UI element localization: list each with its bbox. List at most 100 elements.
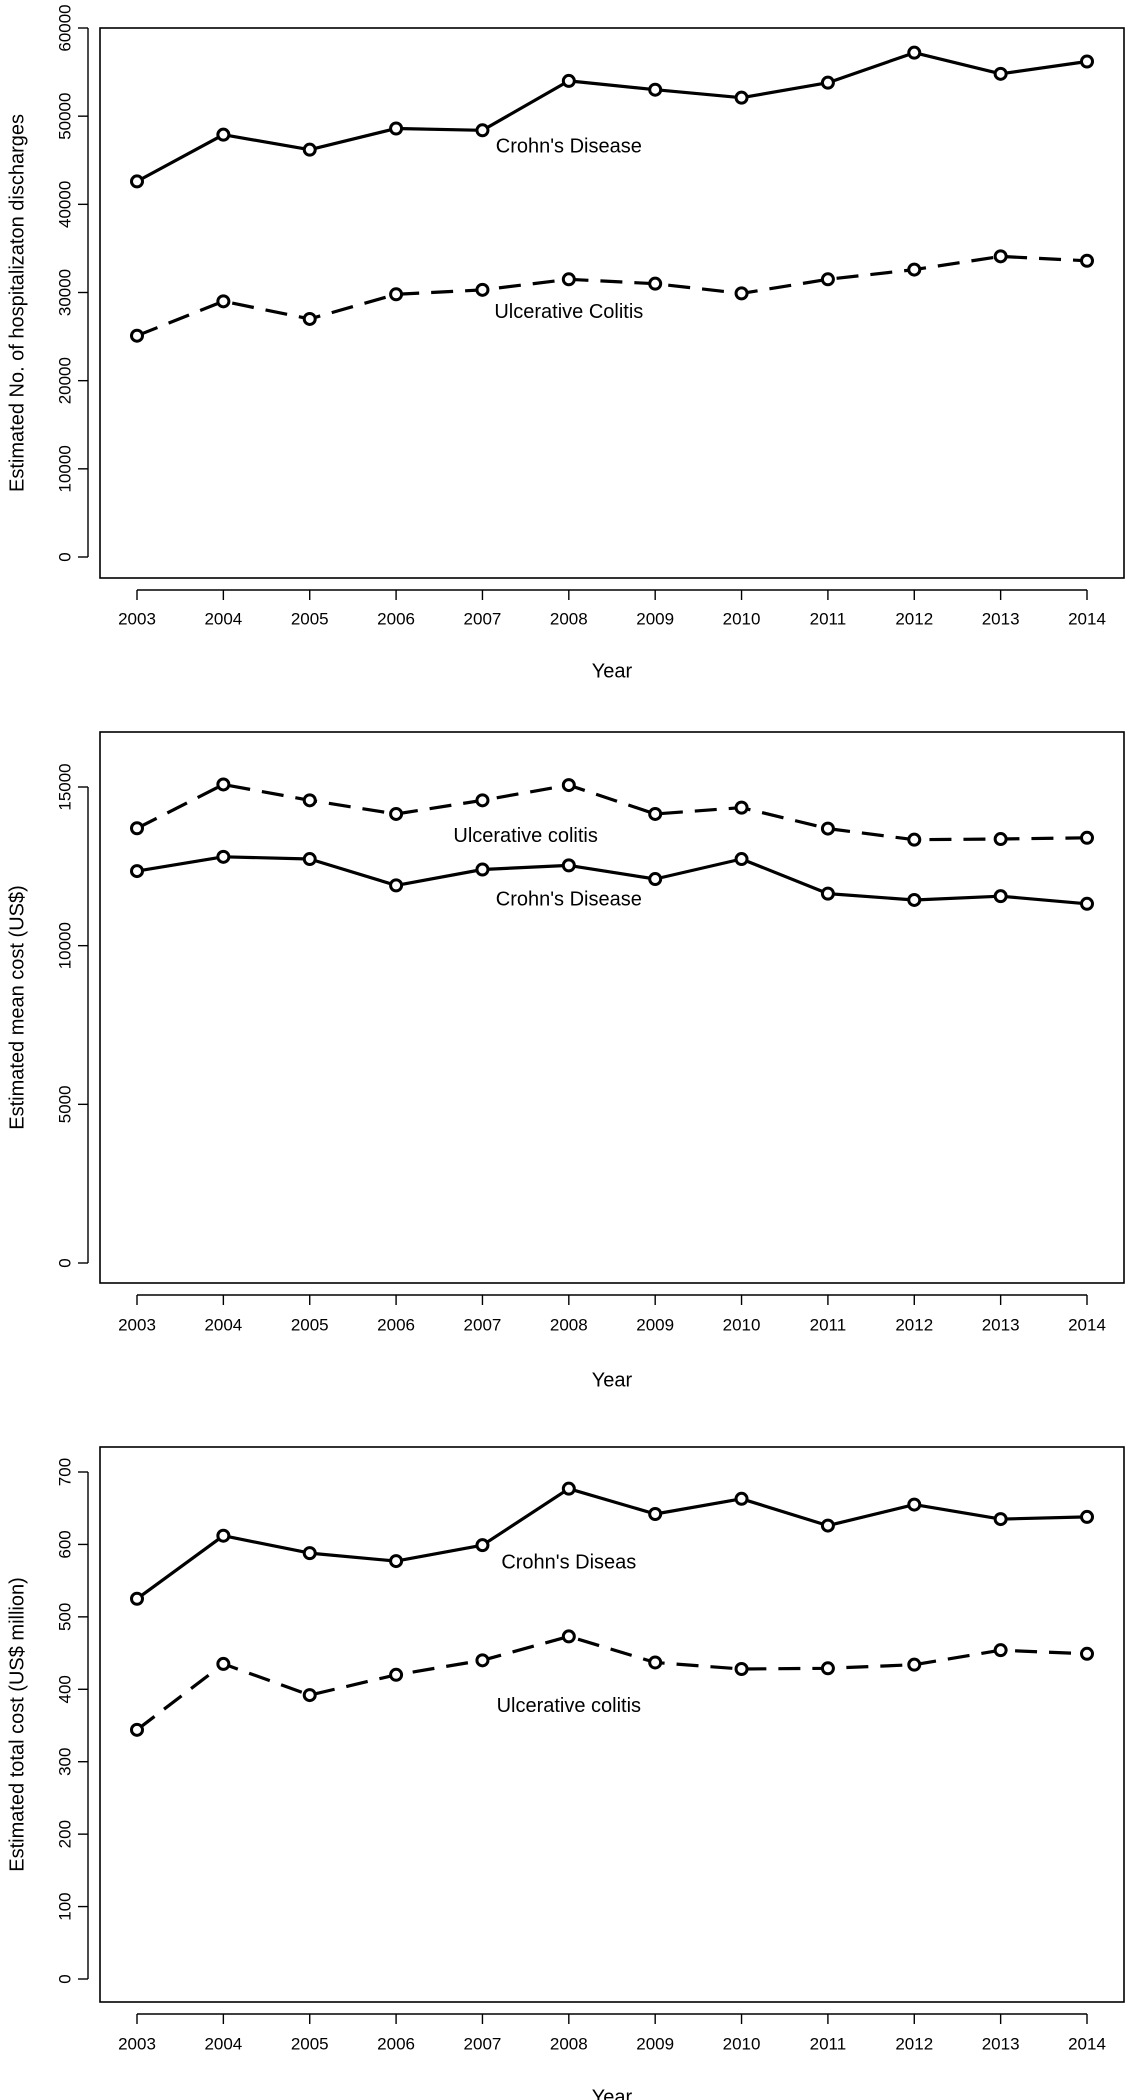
y-tick-label: 200 (55, 1820, 74, 1848)
series-dashed: Ulcerative Colitis (130, 249, 1094, 343)
series-solid: Crohn's Diseas (130, 1481, 1094, 1606)
data-point (1080, 1509, 1094, 1524)
x-tick-label: 2011 (810, 1315, 847, 1334)
data-point (734, 800, 749, 815)
data-point (820, 886, 835, 901)
series-line (136, 1634, 1088, 1732)
x-tick-label: 2013 (982, 1315, 1020, 1334)
data-point (820, 821, 835, 836)
data-point (993, 1643, 1008, 1658)
x-axis-title: Year (592, 660, 633, 682)
x-tick-label: 2010 (723, 2034, 761, 2053)
y-tick-label: 10000 (55, 445, 74, 492)
x-tick-label: 2008 (550, 1315, 588, 1334)
x-tick-label: 2005 (291, 609, 329, 628)
data-point (475, 862, 490, 877)
data-point (907, 1497, 922, 1512)
series-line (136, 782, 1088, 842)
data-point (907, 262, 922, 277)
x-tick-label: 2012 (895, 1315, 933, 1334)
series-line (136, 1487, 1088, 1601)
x-tick-label: 2005 (291, 2034, 329, 2053)
data-point (1080, 54, 1094, 69)
data-point (1080, 830, 1094, 845)
series-solid: Crohn's Disease (130, 849, 1094, 911)
data-point (302, 793, 317, 808)
plot-frame (99, 1446, 1125, 2003)
data-point (302, 852, 317, 867)
y-tick-label: 60000 (55, 4, 74, 51)
x-tick-label: 2012 (895, 609, 933, 628)
x-tick-label: 2009 (636, 609, 674, 628)
x-tick-label: 2003 (118, 609, 156, 628)
x-axis-title: Year (592, 2086, 633, 2100)
data-point (734, 286, 749, 301)
data-point (130, 864, 144, 879)
data-point (648, 276, 663, 291)
data-point (389, 287, 404, 302)
data-point (475, 282, 490, 297)
x-tick-label: 2014 (1068, 609, 1106, 628)
y-axis: 0 100 200 300 400 500 600 700 (55, 1458, 89, 1984)
x-tick-label: 2014 (1068, 1315, 1106, 1334)
data-point (130, 1591, 144, 1606)
data-point (130, 1722, 144, 1737)
x-tick-label: 2007 (464, 609, 502, 628)
data-point (820, 1661, 835, 1676)
data-point (648, 82, 663, 97)
series-label: Ulcerative colitis (453, 825, 597, 847)
x-tick-label: 2009 (636, 2034, 674, 2053)
plot-frame (99, 731, 1125, 1284)
data-point (475, 123, 490, 138)
x-tick-label: 2011 (810, 609, 847, 628)
x-axis: 2003 2004 2005 2006 2007 2008 2009 2010 2011 2012… (118, 1294, 1106, 1334)
data-point (130, 821, 144, 836)
y-tick-label: 40000 (55, 181, 74, 228)
y-axis-title: Estimated total cost (US$ million) (6, 1577, 28, 1872)
data-point (475, 1653, 490, 1668)
x-tick-label: 2009 (636, 1315, 674, 1334)
x-tick-label: 2012 (895, 2034, 933, 2053)
series-label: Crohn's Disease (496, 135, 642, 157)
data-point (475, 793, 490, 808)
x-tick-label: 2013 (982, 2034, 1020, 2053)
series-solid: Crohn's Disease (130, 45, 1094, 189)
series-label: Ulcerative Colitis (494, 301, 643, 323)
data-point (734, 1662, 749, 1677)
data-point (216, 294, 231, 309)
x-tick-label: 2007 (464, 1315, 502, 1334)
data-point (302, 142, 317, 157)
data-point (216, 849, 231, 864)
data-point (907, 1657, 922, 1672)
x-tick-label: 2006 (377, 1315, 415, 1334)
data-point (389, 1554, 404, 1569)
y-axis-title: Estimated No. of hospitalizaton discharg… (6, 114, 28, 492)
data-point (130, 174, 144, 189)
data-point (561, 858, 576, 873)
data-point (389, 878, 404, 893)
y-tick-label: 30000 (55, 269, 74, 316)
data-point (648, 1655, 663, 1670)
series-line (136, 254, 1088, 338)
y-tick-label: 300 (55, 1748, 74, 1776)
x-tick-label: 2003 (118, 2034, 156, 2053)
x-tick-label: 2003 (118, 1315, 156, 1334)
x-tick-label: 2014 (1068, 2034, 1106, 2053)
series-dashed: Ulcerative colitis (130, 777, 1094, 847)
data-point (389, 806, 404, 821)
y-tick-label: 400 (55, 1675, 74, 1703)
y-tick-label: 600 (55, 1530, 74, 1558)
series-line (136, 855, 1088, 906)
data-point (475, 1538, 490, 1553)
x-tick-label: 2007 (464, 2034, 502, 2053)
y-tick-label: 0 (55, 1974, 74, 1983)
y-tick-label: 5000 (55, 1085, 74, 1123)
y-tick-label: 15000 (55, 763, 74, 810)
x-tick-label: 2010 (723, 1315, 761, 1334)
x-tick-label: 2004 (204, 1315, 242, 1334)
data-point (561, 73, 576, 88)
series-label: Crohn's Disease (496, 889, 642, 911)
plot-frame (99, 27, 1125, 579)
x-tick-label: 2004 (204, 2034, 242, 2053)
data-point (993, 66, 1008, 81)
